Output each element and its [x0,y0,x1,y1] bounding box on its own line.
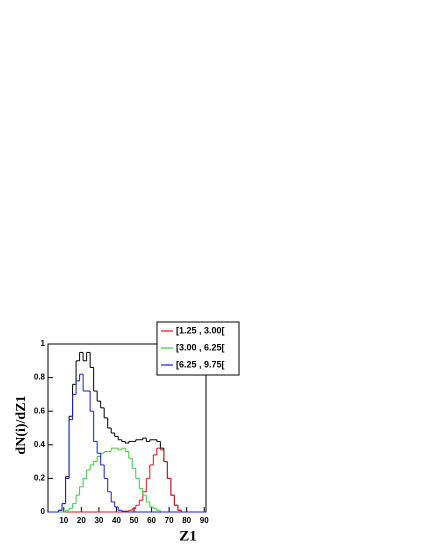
step-connector [58,352,182,512]
y-tick-label: 0.2 [34,474,46,483]
x-tick-label: 90 [200,516,209,525]
legend-label: [6.25 , 9.75[ [176,359,225,369]
x-tick-label: 20 [77,516,86,525]
x-tick-label: 10 [59,516,68,525]
x-tick-label: 80 [182,516,191,525]
legend-label: [3.00 , 6.25[ [176,342,225,352]
x-tick-label: 30 [94,516,103,525]
x-tick-label: 60 [147,516,156,525]
step-connector [124,448,182,512]
y-tick-label: 0.4 [34,440,46,449]
x-axis-label: Z1 [179,528,197,544]
x-tick-label: 50 [130,516,139,525]
y-tick-label: 1 [41,339,46,348]
step-connector [65,448,161,512]
y-tick-label: 0 [41,507,46,516]
y-tick-label: 0.8 [34,373,46,382]
x-tick-label: 40 [112,516,121,525]
step-connector [58,374,126,512]
y-tick-label: 0.6 [34,406,46,415]
x-tick-label: 70 [165,516,174,525]
y-axis-label: dN(i)/dZ1 [14,395,29,454]
legend-label: [1.25 , 3.00[ [176,325,225,335]
